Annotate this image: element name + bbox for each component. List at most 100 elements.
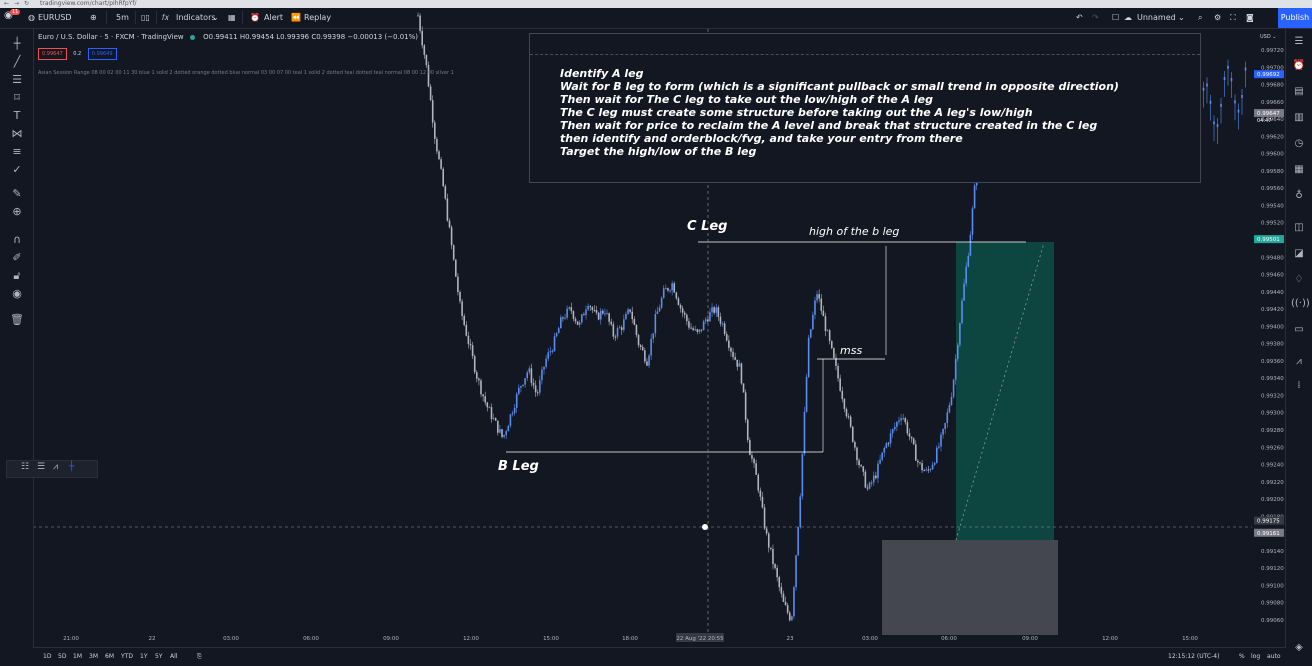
alerts-icon[interactable]: ⏰ [1292,60,1306,71]
object-tree-icon[interactable]: ☰ [37,462,46,472]
lock-icon[interactable]: 🔓︎ [13,269,21,282]
date-range-icon[interactable]: ⎘ [197,653,202,660]
candle [608,313,610,322]
gear-icon[interactable]: ⚙ [1214,13,1222,22]
auto-toggle[interactable]: auto [1267,653,1281,660]
candle [597,312,600,320]
crosshair-icon[interactable]: ┼ [13,37,21,50]
patterns-icon[interactable]: ⋈ [11,127,23,140]
chat-icon[interactable]: ◫ [1294,222,1304,233]
replay-button[interactable]: Replay [304,13,332,22]
buy-button[interactable]: 0.99649 [87,48,117,60]
trash-icon[interactable]: 🗑︎ [10,313,24,326]
forecast-icon[interactable]: ≡ [12,145,22,158]
zoom-icon[interactable]: ⊕ [12,205,22,218]
market-open-icon [189,34,195,40]
dom-icon[interactable]: ⁞ [1297,380,1301,391]
chart-tool-icon[interactable]: ⩘ [53,462,59,472]
reload-icon[interactable]: ↻ [24,0,30,7]
ideas-icon[interactable]: ♁ [1295,190,1303,201]
mss-label[interactable]: mss [840,344,863,357]
shapes-icon[interactable]: ⌑ [14,91,20,104]
indicator-legend[interactable]: Asian Session Range 08 00 02 00 11 30 bl… [38,70,454,76]
messages-icon[interactable]: ◪ [1294,248,1304,259]
trading-panel-icon[interactable]: ⩘ [1296,356,1302,367]
alert-icon[interactable]: ⏰ [250,13,260,22]
range-all[interactable]: All [170,653,178,660]
range-3m[interactable]: 3M [89,653,98,660]
candle [610,321,613,325]
undo-icon[interactable]: ↶ [1076,13,1083,22]
layers-icon[interactable]: ◈ [1295,642,1303,653]
range-ytd[interactable]: YTD [121,653,133,660]
candle [560,317,562,329]
notifications-icon[interactable]: ♢ [1294,274,1304,285]
compare-add-icon[interactable]: ⊕ [90,13,97,22]
candles-icon[interactable]: ▯▯ [141,13,150,22]
crosshair-icon[interactable]: ┼ [69,462,75,472]
templates-icon[interactable]: ▦ [228,13,236,22]
layout-icon[interactable]: ☐ [1112,13,1120,22]
magnet-icon[interactable]: ∩ [12,233,22,246]
candle [1216,124,1219,128]
replay-icon[interactable]: ⏪ [291,13,301,22]
c-leg-label[interactable]: C Leg [687,219,728,234]
range-1y[interactable]: 1Y [140,653,148,660]
candle [455,259,457,277]
help-icon[interactable]: ▭ [1294,324,1304,335]
range-5y[interactable]: 5Y [155,653,163,660]
cloud-icon[interactable]: ☁ [1124,13,1132,22]
trendline-icon[interactable]: ╱ [13,55,21,68]
fib-icon[interactable]: ☰ [12,73,22,86]
data-window-icon[interactable]: ▤ [1294,86,1304,97]
chevron-down-icon[interactable]: ⌄ [212,13,219,22]
text-icon[interactable]: T [13,109,21,122]
layout-name-button[interactable]: Unnamed [1137,13,1176,22]
symbol-search-button[interactable]: EURUSD [38,13,72,22]
redo-icon[interactable]: ↷ [1092,13,1099,22]
indicators-button[interactable]: Indicators [176,13,216,22]
candle [755,463,757,475]
clock-text[interactable]: 12:15:12 (UTC-4) [1168,653,1220,660]
camera-icon[interactable]: ◙ [1246,13,1254,22]
ruler-icon[interactable]: ✎ [12,187,22,200]
notes-box[interactable]: Identify A leg Wait for B leg to form (w… [529,33,1201,183]
interval-button[interactable]: 5m [116,13,129,22]
indicators-icon[interactable]: 𝑓𝑥 [162,13,169,22]
fullscreen-icon[interactable]: ⛶ [1230,13,1236,22]
candle [1227,65,1229,69]
range-6m[interactable]: 6M [105,653,114,660]
log-toggle[interactable]: log [1251,653,1261,660]
candle [450,227,453,246]
crosshair-price-tag-bg [1254,516,1284,525]
range-1m[interactable]: 1M [73,653,82,660]
b-leg-label[interactable]: B Leg [498,459,539,474]
publish-button[interactable]: Publish [1278,8,1312,28]
url-text[interactable]: tradingview.com/chart/pIhRfpYf/ [40,0,137,7]
checkmark-icon[interactable]: ✓ [12,163,22,176]
calendar-icon[interactable]: ▦ [1294,164,1304,175]
stay-drawing-icon[interactable]: ✐ [12,251,22,264]
alert-button[interactable]: Alert [264,13,284,22]
settings-icon[interactable]: ☷ [21,462,30,472]
chevron-down-icon[interactable]: ⌄ [1178,13,1185,22]
news-icon[interactable]: ▥ [1294,112,1304,123]
back-icon[interactable]: ← [4,0,10,7]
candle [826,330,829,332]
range-1d[interactable]: 1D [43,653,52,660]
range-5d[interactable]: 5D [58,653,67,660]
streams-icon[interactable]: ((·)) [1291,298,1310,309]
forward-icon[interactable]: → [14,0,20,7]
search-icon[interactable]: ⌕ [1198,13,1203,22]
candle [436,138,438,152]
candle [830,340,833,349]
y-tick-label: 0.99360 [1261,359,1284,365]
high-b-label[interactable]: high of the b leg [809,225,900,238]
eye-icon[interactable]: ◉ [12,287,22,300]
hotlist-icon[interactable]: ◷ [1294,138,1304,149]
avatar[interactable]: ◉ [4,10,13,21]
watchlist-icon[interactable]: ☰ [1294,36,1304,47]
percent-toggle[interactable]: % [1239,653,1245,660]
sell-button[interactable]: 0.99647 [38,48,67,60]
